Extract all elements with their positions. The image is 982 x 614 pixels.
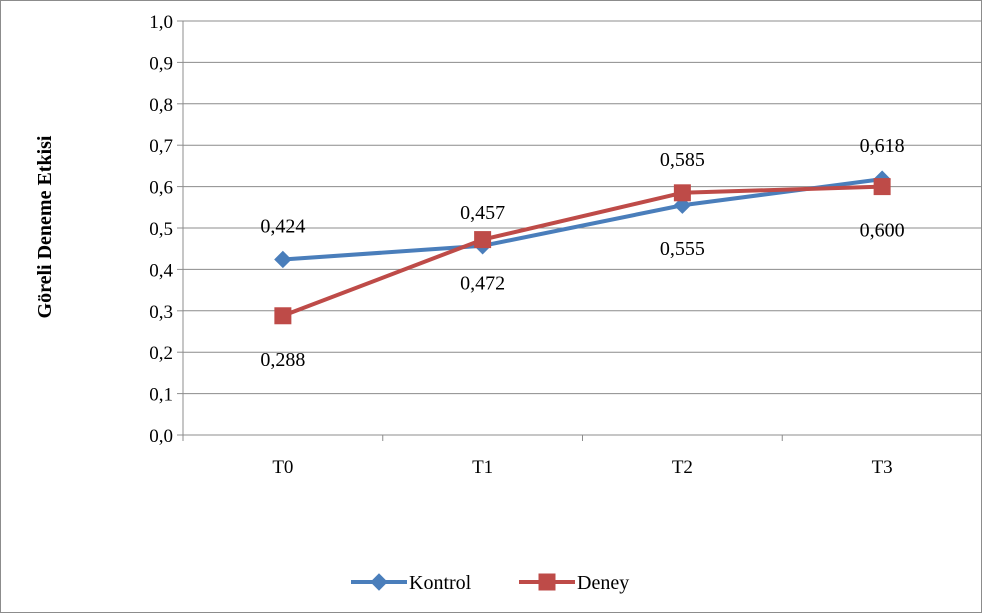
x-tick-label: T1 (472, 457, 493, 478)
y-tick-label: 0,8 (149, 95, 173, 116)
legend-item-kontrol: Kontrol (351, 572, 472, 594)
series-line (282, 177, 883, 262)
legend-item-deney: Deney (519, 572, 629, 594)
legend-label: Kontrol (409, 572, 472, 594)
y-tick-label: 0,0 (149, 426, 173, 447)
y-tick-label: 0,2 (149, 343, 173, 364)
series-deney (274, 178, 891, 325)
y-tick-label: 1,0 (149, 12, 173, 33)
y-tick-label: 0,5 (149, 219, 173, 240)
axes (182, 21, 982, 441)
data-label: 0,457 (460, 202, 505, 224)
legend-marker (370, 573, 388, 591)
data-label: 0,600 (860, 220, 905, 242)
data-point (274, 250, 292, 269)
y-tick-label: 0,9 (149, 53, 173, 74)
data-label: 0,585 (660, 149, 705, 171)
data-point (274, 307, 292, 325)
x-tick-label: T0 (272, 457, 293, 478)
data-point (474, 231, 492, 249)
y-tick-label: 0,4 (149, 260, 173, 281)
data-point (873, 178, 891, 196)
x-tick-label: T2 (672, 457, 693, 478)
series (274, 170, 891, 325)
legend-marker (538, 573, 556, 591)
data-label: 0,288 (260, 349, 305, 371)
x-tick-labels: T0 T1 T2 T3 (272, 457, 892, 478)
y-axis-title: Göreli Deneme Etkisi (34, 135, 56, 318)
series-line (282, 184, 883, 318)
data-point (673, 184, 691, 202)
series-kontrol (274, 170, 891, 269)
data-label: 0,555 (660, 238, 705, 260)
legend: Kontrol Deney (351, 572, 629, 594)
data-label: 0,424 (260, 215, 305, 237)
data-labels: 0,424 0,457 0,555 0,618 0,288 0,472 0,585 0,600 (260, 135, 904, 371)
y-tick-label: 0,3 (149, 302, 173, 323)
x-tick-label: T3 (872, 457, 893, 478)
y-tick-label: 0,1 (149, 385, 173, 406)
legend-label: Deney (577, 572, 629, 594)
data-label: 0,618 (860, 135, 905, 157)
y-tick-labels: 0,0 0,1 0,2 0,3 0,4 0,5 0,6 0,7 0,8 0,9 1,0 (149, 12, 173, 447)
data-label: 0,472 (460, 273, 505, 295)
y-tick-label: 0,7 (149, 136, 173, 157)
y-tick-label: 0,6 (149, 178, 173, 199)
